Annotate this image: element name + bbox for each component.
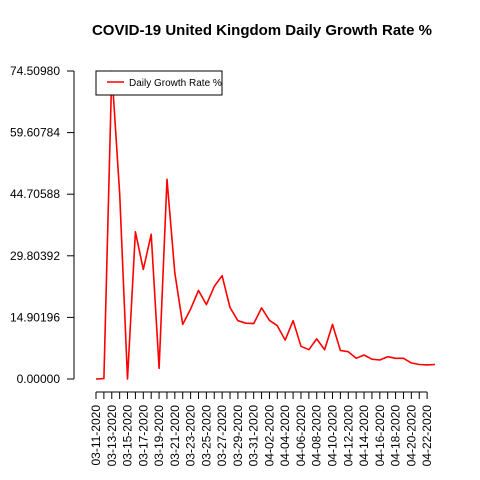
legend: Daily Growth Rate %	[95, 70, 223, 96]
x-tick-label: 04-06-2020	[294, 405, 308, 467]
x-tick-label: 04-18-2020	[389, 405, 403, 467]
x-tick-label: 03-11-2020	[89, 405, 103, 466]
x-tick-label: 03-21-2020	[168, 405, 182, 467]
x-tick-label: 03-25-2020	[199, 405, 213, 467]
x-tick-label: 04-20-2020	[404, 405, 418, 467]
legend-label: Daily Growth Rate %	[129, 78, 222, 89]
x-tick-label: 03-17-2020	[136, 405, 150, 467]
y-tick-label: 44.70588	[10, 187, 60, 201]
y-tick-label: 14.90196	[10, 310, 60, 324]
x-tick-label: 04-08-2020	[310, 405, 324, 467]
x-tick-label: 04-12-2020	[341, 405, 355, 467]
x-tick-label: 04-14-2020	[357, 405, 371, 467]
x-tick-label: 03-27-2020	[215, 405, 229, 467]
series-line	[95, 70, 436, 380]
x-tick-label: 03-19-2020	[152, 405, 166, 467]
x-tick-label: 04-10-2020	[326, 405, 340, 467]
x-axis: 03-11-2020 03-13-2020 03-15-2020 03-17-2020…	[89, 391, 434, 467]
legend-box	[95, 70, 223, 96]
y-axis: 0.00000 14.90196 29.80392 44.70588 59.60784 7…	[10, 64, 75, 386]
x-tick-label: 03-31-2020	[247, 405, 261, 467]
x-tick-label: 04-16-2020	[373, 405, 387, 467]
x-tick-label: 04-02-2020	[262, 405, 276, 467]
x-tick-label: 03-15-2020	[121, 405, 135, 467]
x-tick-label: 03-13-2020	[105, 405, 119, 467]
x-tick-label: 04-22-2020	[420, 405, 434, 467]
x-tick-label: 03-29-2020	[231, 405, 245, 467]
chart-title: COVID-19 United Kingdom Daily Growth Rat…	[92, 22, 432, 39]
series-layer	[95, 70, 436, 380]
y-tick-label: 74.50980	[10, 64, 60, 78]
y-tick-label: 29.80392	[10, 249, 60, 263]
x-tick-label: 03-23-2020	[184, 405, 198, 467]
y-tick-label: 0.00000	[17, 372, 61, 386]
x-tick-label: 04-04-2020	[278, 405, 292, 467]
y-tick-label: 59.60784	[10, 126, 60, 140]
